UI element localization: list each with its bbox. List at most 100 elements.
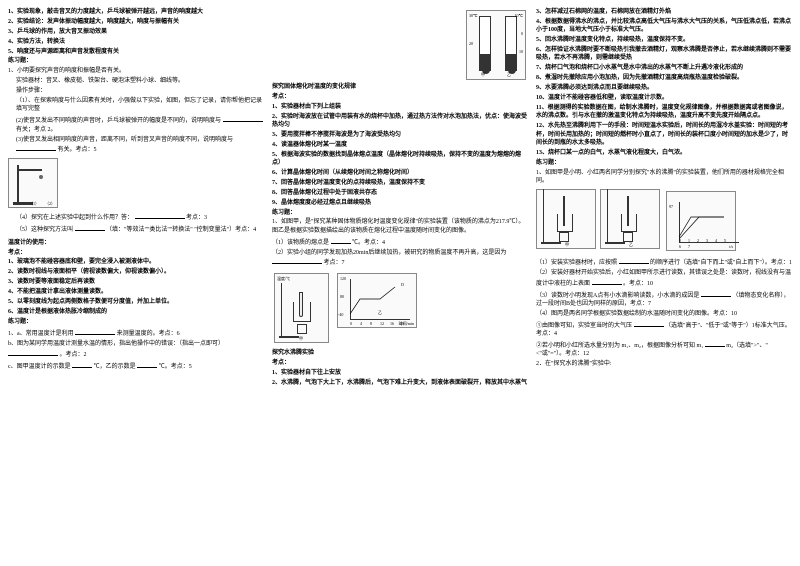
text-line: （2）实验小组的同学发现加热20min后继续加热，被研究的物质温度不再升高，这是… bbox=[272, 249, 528, 268]
point-label: D bbox=[401, 282, 404, 288]
app-base bbox=[279, 336, 299, 338]
text-span: ①由图像可知，实验室当时的大气压 bbox=[536, 323, 632, 329]
thermometer-a-icon bbox=[479, 16, 491, 71]
text-line: 1、玻璃泡不能碰容器底和壁，要完全浸入被测液体中。 bbox=[8, 258, 264, 266]
axis-label: 8 bbox=[370, 321, 372, 327]
text-line: 2、实验结论：发声体振动幅度越大，响度越大，响度与振幅有关 bbox=[8, 18, 264, 26]
text-line: (2)使音叉发出不同响度的声音时，乒乓球被弹开的幅度是不同的，说明响度与 有关；… bbox=[8, 115, 264, 134]
text-span: 的顺序进行（选填"自下而上"或"自上而下"）。考点：1 bbox=[650, 260, 792, 266]
column-2: 30℃ 20 10℃ 0 10 甲 乙 探究固体熔化时温度的变化规律 考点： 1… bbox=[270, 8, 530, 389]
fig-label: （2） bbox=[45, 201, 55, 207]
axis-label: 16 bbox=[390, 321, 394, 327]
text-span: 1、a、常用温度计是利用 bbox=[8, 331, 74, 337]
text-line: ①由图像可知，实验室当时的大气压 （选填"高于"、"低于"或"等于"）1标准大气… bbox=[536, 320, 792, 339]
ball-icon bbox=[39, 175, 43, 179]
fill-blank[interactable] bbox=[701, 290, 731, 297]
text-line: 6、计算晶体熔化时间（从续熔化时间之称熔化时间） bbox=[272, 169, 528, 177]
app-pole bbox=[543, 189, 544, 244]
axis-label: 120 bbox=[340, 276, 346, 282]
text-line: 5、根据海波实验的数据找到晶体熔点温度（晶体熔化时持续吸热，保持不变的温度为熔熔… bbox=[272, 151, 528, 168]
fill-blank[interactable] bbox=[72, 361, 92, 368]
text-line: 2、实验时海波放在试管中用装有水的烧杯中加热，通过热方法传对水泡加热法，优点：使… bbox=[272, 113, 528, 130]
temperature-graph: 120 80 -40 0 4 8 12 16 20 时间/min D 乙 bbox=[337, 273, 417, 328]
text-line: 操作步骤： bbox=[8, 87, 264, 95]
text-line: ②若小明和小红所选水量分别为 m₁、m₂，根据图像分析可知 m₁ m₂（选填">… bbox=[536, 340, 792, 359]
graph-curve bbox=[350, 284, 400, 319]
text-span: 来测量温度的。考点：6 bbox=[117, 331, 180, 337]
text-span: (2)使音叉发出不同响度的声音时，乒乓球被弹开的幅度是不同的，说明响度与 bbox=[16, 118, 221, 124]
fig-label: （1） bbox=[29, 201, 39, 207]
text-span: 。考点：10 bbox=[623, 281, 653, 287]
text-span: ℃。考点：4 bbox=[352, 240, 385, 246]
text-span: 有关。考点：5 bbox=[58, 147, 97, 153]
fill-blank[interactable] bbox=[8, 349, 58, 356]
text-line: （1）、在探索响度与什么因素有关时，小强做以下实验，如图，但忘了记录，请你帮他把… bbox=[8, 97, 264, 114]
text-span: （1）该物质的熔点是 bbox=[272, 240, 329, 246]
text-line: 3、怎样减过石棉网的温度，石棉网放在酒精灯外焰 bbox=[536, 8, 792, 16]
text-line: 3、乒乓球的作用，放大音叉振动效果 bbox=[8, 28, 264, 36]
thermometer-figure: 30℃ 20 10℃ 0 10 甲 乙 bbox=[466, 10, 526, 80]
text-span: （2）安装好器材开始实验后，小红如图甲所示进行读数，其错误之处是：读数时，视线没… bbox=[536, 270, 791, 286]
fill-blank[interactable] bbox=[137, 361, 157, 368]
text-line: 9、水要沸腾必须达到沸点而且要继续吸热。 bbox=[536, 84, 792, 92]
fill-blank[interactable] bbox=[75, 224, 105, 231]
text-line: 1、小明要探究声音的响度和振幅是否有关。 bbox=[8, 67, 264, 75]
axis-label: 97 bbox=[669, 204, 673, 210]
text-line: 1、a、常用温度计是利用 来测量温度的。考点：6 bbox=[8, 328, 264, 338]
fill-blank[interactable] bbox=[331, 237, 351, 244]
fill-blank[interactable] bbox=[705, 340, 725, 347]
text-line: 6、怎样验证水沸腾时要不断吸热引我撤去酒精灯，观察水沸腾是否停止，若水继续沸腾则… bbox=[536, 46, 792, 63]
graph-curve bbox=[679, 207, 729, 242]
section-heading: 练习题： bbox=[272, 209, 528, 217]
burner-icon bbox=[297, 324, 307, 334]
text-line: 7、烧杯口气泡和烧杯口小水蒸气是水中沸出的水蒸气不断上升遇冷液化形成的 bbox=[536, 64, 792, 72]
fill-blank[interactable] bbox=[223, 115, 263, 122]
app-pole bbox=[281, 283, 282, 338]
apparatus-figure: （1） （2） bbox=[8, 158, 58, 208]
test-tube-icon bbox=[299, 292, 303, 317]
text-span: ℃，乙的示数是 bbox=[94, 364, 136, 370]
text-line: 4、根据数据得沸水的沸点，并比较沸点高低大气压与沸水大气压的关系，气压低沸点低，… bbox=[536, 18, 792, 35]
text-span: 有关；考点 2。 bbox=[16, 127, 57, 133]
fill-blank[interactable] bbox=[16, 144, 56, 151]
fig-label: 甲 bbox=[299, 336, 303, 342]
boiling-graph: 97 0 1 2 3 4 5 6 7 t/s bbox=[666, 191, 736, 251]
text-line: （4）图丙是两名同学根据实验数据绘制的水温随时间变化的图像。考点：10 bbox=[536, 310, 792, 318]
column-3: 3、怎样减过石棉网的温度，石棉网放在酒精灯外焰 4、根据数据得沸水的沸点，并比较… bbox=[534, 8, 794, 389]
text-line: 13、烧杯口某一点的白气，水蒸气液化程度大，白气浓。 bbox=[536, 149, 792, 157]
text-span: （1）安装实验器材时，应按照 bbox=[536, 260, 617, 266]
fig-label: 乙 bbox=[629, 242, 633, 248]
text-line: 2、水沸腾，气泡下大上下，水沸腾后，气泡下难上升变大，到液体表面破裂开，释放其中… bbox=[272, 379, 528, 387]
section-heading: 练习题： bbox=[536, 159, 792, 167]
app-base bbox=[605, 242, 625, 244]
fill-blank[interactable] bbox=[272, 257, 322, 264]
fig-label: 乙 bbox=[378, 310, 382, 316]
text-line: c、图甲温度计的示数是 ℃，乙的示数是 ℃。考点：5 bbox=[8, 361, 264, 371]
axis-label: t/s bbox=[729, 244, 733, 250]
text-line: 11、根据测得的实验数据在图，给制水沸腾时，温度变化规律图像，并根据数据离或者图… bbox=[536, 104, 792, 121]
thermometer-icon bbox=[627, 196, 629, 226]
text-span: （5）这种探究方法叫 bbox=[16, 227, 73, 233]
fill-blank[interactable] bbox=[619, 257, 649, 264]
app-base bbox=[541, 242, 561, 244]
text-line: （4）探究在上述实验中起到什么作用？答： 考点：3 bbox=[8, 212, 264, 222]
text-span: c、图甲温度计的示数是 bbox=[8, 364, 71, 370]
fill-blank[interactable] bbox=[592, 278, 622, 285]
fill-blank[interactable] bbox=[135, 212, 185, 219]
text-span: 考点：3 bbox=[186, 215, 207, 221]
text-line: 1、实验器材由下列上组装 bbox=[272, 103, 528, 111]
axis-label: -40 bbox=[338, 312, 343, 318]
fill-blank[interactable] bbox=[75, 328, 115, 335]
axis-label: 0 bbox=[350, 321, 352, 327]
text-line: 12、水先热至沸腾利用下一的手段：时间短温水实验后，时间长的用湿冷水盖实验：时间… bbox=[536, 122, 792, 147]
text-span: （2）实验小组的同学发现加热20min后继续加热，被研究的物质温度不再升高，这是… bbox=[272, 250, 506, 256]
setup-a: 甲 bbox=[536, 189, 596, 249]
text-span: (3)使音叉发出相同响度的声音，距离不同，听到音叉声音的响度不同，说明响度与 bbox=[16, 137, 233, 143]
text-line: 4、实验方法，转换法 bbox=[8, 38, 264, 46]
text-line: 6、温度计是根据液体热胀冷缩制成的 bbox=[8, 308, 264, 316]
setup-b: 乙 bbox=[600, 189, 660, 249]
text-span: （4）探究在上述实验中起到什么作用？答： bbox=[16, 215, 133, 221]
text-span: （3）读数时小明发现A点有小水滴影响读数，小水滴的成因是 bbox=[536, 293, 699, 299]
fill-blank[interactable] bbox=[634, 320, 664, 327]
text-span: ②若小明和小红所选水量分别为 m₁、m₂，根据图像分析可知 m₁ bbox=[536, 343, 703, 349]
